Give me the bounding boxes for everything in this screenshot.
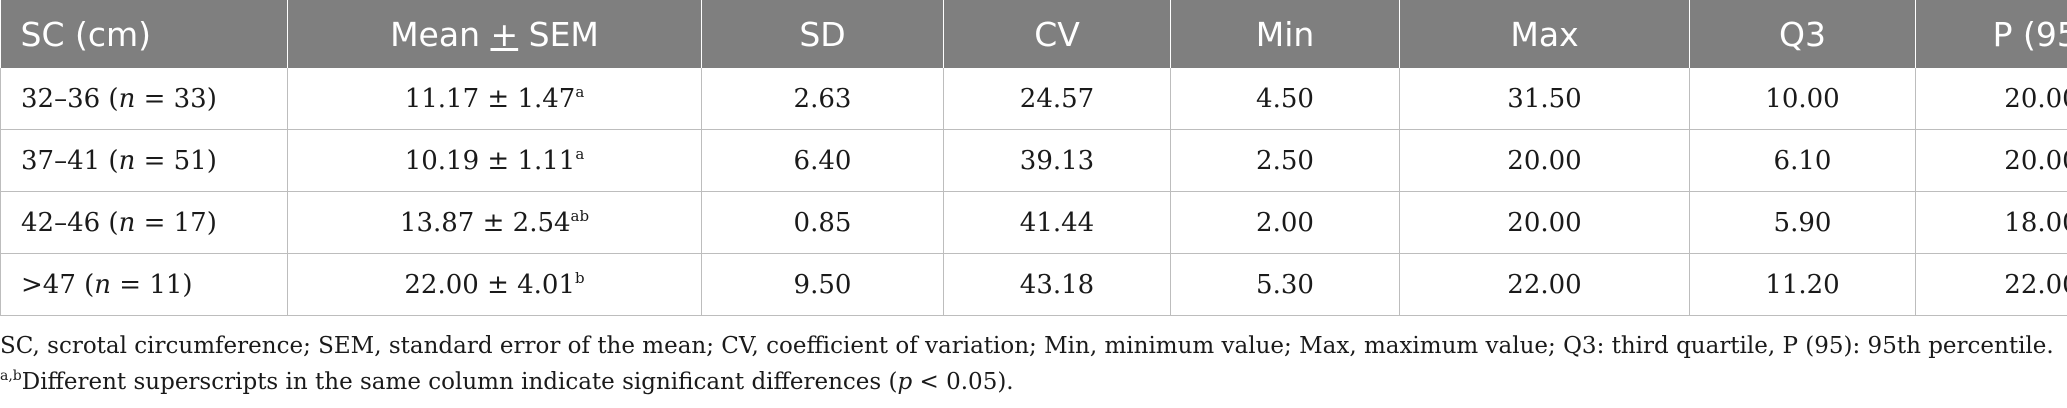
cell-sd: 0.85 — [701, 191, 944, 254]
header-mean-pre: Mean — [390, 14, 491, 54]
table-footnotes: SC, scrotal circumference; SEM, standard… — [0, 328, 2060, 400]
header-min: Min — [1170, 0, 1400, 68]
cell-cv: 43.18 — [943, 253, 1171, 316]
cell-min: 2.50 — [1170, 129, 1400, 192]
header-mean-sem: Mean + SEM — [287, 0, 702, 68]
cell-sd: 6.40 — [701, 129, 944, 192]
header-sc: SC (cm) — [0, 0, 288, 68]
cell-mean-value: 10.19 ± 1.11 — [404, 145, 576, 176]
cell-p95: 22.00 — [1915, 253, 2067, 316]
cell-sc-range: >47 ( — [21, 269, 95, 300]
cell-mean-sem: 11.17 ± 1.47a — [287, 68, 702, 130]
cell-cv: 41.44 — [943, 191, 1171, 254]
data-table-container: SC (cm) Mean + SEM SD CV Min Max Q3 P (9… — [0, 0, 2067, 316]
cell-max: 22.00 — [1399, 253, 1690, 316]
cell-min: 2.00 — [1170, 191, 1400, 254]
cell-p95: 20.00 — [1915, 129, 2067, 192]
footnote-sig-superscript: a,b — [0, 368, 22, 384]
table-row: 32–36 (n = 33) 11.17 ± 1.47a 2.63 24.57 … — [0, 68, 2067, 130]
cell-sc-range: 42–46 ( — [21, 207, 119, 238]
cell-max: 20.00 — [1399, 191, 1690, 254]
cell-max: 31.50 — [1399, 68, 1690, 130]
cell-mean-superscript: a — [575, 82, 585, 101]
cell-sc-count: = 51) — [135, 145, 217, 176]
cell-sd: 9.50 — [701, 253, 944, 316]
header-mean-post: SEM — [518, 14, 599, 54]
cell-sc: >47 (n = 11) — [0, 253, 288, 316]
cell-min: 4.50 — [1170, 68, 1400, 130]
table-row: >47 (n = 11) 22.00 ± 4.01b 9.50 43.18 5.… — [0, 253, 2067, 316]
header-q3: Q3 — [1689, 0, 1916, 68]
header-sd: SD — [701, 0, 944, 68]
cell-sc: 32–36 (n = 33) — [0, 68, 288, 130]
header-p95: P (95) — [1915, 0, 2067, 68]
cell-cv: 39.13 — [943, 129, 1171, 192]
cell-mean-value: 13.87 ± 2.54 — [399, 207, 571, 238]
cell-sc: 37–41 (n = 51) — [0, 129, 288, 192]
cell-mean-superscript: b — [575, 268, 585, 287]
cell-mean-value: 22.00 ± 4.01 — [404, 269, 576, 300]
cell-sc: 42–46 (n = 17) — [0, 191, 288, 254]
header-max: Max — [1399, 0, 1690, 68]
cell-p95: 20.00 — [1915, 68, 2067, 130]
header-cv: CV — [943, 0, 1171, 68]
cell-mean-sem: 22.00 ± 4.01b — [287, 253, 702, 316]
cell-q3: 10.00 — [1689, 68, 1916, 130]
cell-sc-count: = 33) — [135, 83, 217, 114]
footnote-significance: a,bDifferent superscripts in the same co… — [0, 364, 2060, 400]
cell-mean-superscript: a — [575, 144, 585, 163]
cell-sc-range: 37–41 ( — [21, 145, 119, 176]
cell-mean-superscript: ab — [570, 206, 590, 225]
table-header-row: SC (cm) Mean + SEM SD CV Min Max Q3 P (9… — [0, 0, 2067, 68]
cell-mean-value: 11.17 ± 1.47 — [404, 83, 576, 114]
data-table: SC (cm) Mean + SEM SD CV Min Max Q3 P (9… — [0, 0, 2067, 316]
cell-sc-n: n — [94, 269, 112, 300]
cell-max: 20.00 — [1399, 129, 1690, 192]
cell-sd: 2.63 — [701, 68, 944, 130]
cell-p95: 18.00 — [1915, 191, 2067, 254]
cell-mean-sem: 10.19 ± 1.11a — [287, 129, 702, 192]
cell-q3: 11.20 — [1689, 253, 1916, 316]
cell-q3: 6.10 — [1689, 129, 1916, 192]
cell-sc-count: = 17) — [135, 207, 217, 238]
header-mean-pm: + — [490, 14, 519, 54]
cell-min: 5.30 — [1170, 253, 1400, 316]
cell-sc-n: n — [118, 145, 136, 176]
table-row: 42–46 (n = 17) 13.87 ± 2.54ab 0.85 41.44… — [0, 191, 2067, 254]
cell-sc-n: n — [118, 207, 136, 238]
footnote-sig-text-post: < 0.05). — [912, 369, 1014, 395]
cell-q3: 5.90 — [1689, 191, 1916, 254]
footnote-sig-p: p — [897, 369, 913, 395]
cell-sc-count: = 11) — [111, 269, 193, 300]
cell-sc-range: 32–36 ( — [21, 83, 119, 114]
cell-sc-n: n — [118, 83, 136, 114]
cell-cv: 24.57 — [943, 68, 1171, 130]
footnote-abbreviations: SC, scrotal circumference; SEM, standard… — [0, 333, 2054, 359]
table-row: 37–41 (n = 51) 10.19 ± 1.11a 6.40 39.13 … — [0, 129, 2067, 192]
footnote-sig-text-pre: Different superscripts in the same colum… — [21, 369, 898, 395]
cell-mean-sem: 13.87 ± 2.54ab — [287, 191, 702, 254]
